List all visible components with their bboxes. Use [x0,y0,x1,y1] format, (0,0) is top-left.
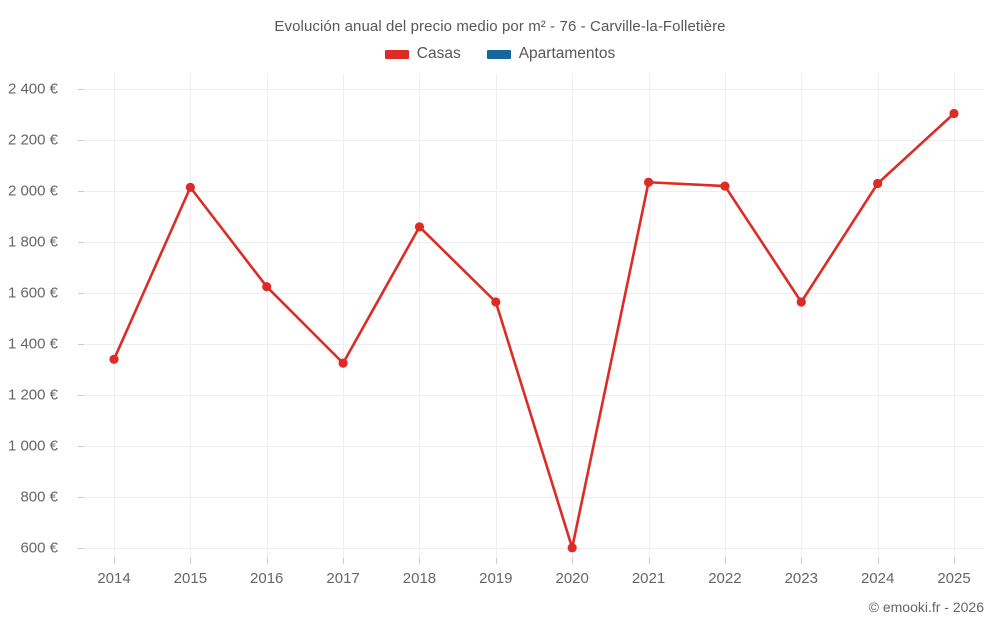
x-axis-tick-label: 2020 [555,570,589,587]
y-axis-tick-label: 1 200 € [7,386,58,404]
series-line-casas [112,112,956,550]
y-tick-mark [78,140,84,142]
gridline-vertical [266,74,268,558]
data-point[interactable] [185,182,195,192]
gridline-horizontal [84,89,984,91]
y-tick-mark [78,496,84,498]
gridline-horizontal [84,445,984,447]
chart-title: Evolución anual del precio medio por m² … [274,18,726,35]
x-axis-tick-label: 2023 [784,570,818,587]
y-tick-mark [78,344,84,346]
gridline-horizontal [84,242,984,244]
y-axis-tick-label: 1 000 € [7,437,58,455]
legend-swatch-casas [384,49,409,59]
x-tick-mark [190,558,192,564]
y-axis-tick-label: 1 400 € [7,335,58,353]
data-point[interactable] [109,354,119,364]
data-point[interactable] [338,358,348,368]
data-point[interactable] [643,177,654,187]
footer-credit: © emooki.fr - 2026 [868,599,984,615]
gridline-vertical [877,74,879,558]
data-point[interactable] [414,222,425,232]
x-tick-mark [343,558,345,564]
y-axis-tick-label: 800 € [20,488,58,506]
gridline-horizontal [84,344,984,346]
data-point[interactable] [796,297,806,307]
x-axis-tick-label: 2018 [402,570,437,587]
series-layer [109,108,959,553]
data-point[interactable] [949,108,959,119]
x-tick-mark [724,558,726,564]
data-point[interactable] [567,543,577,553]
y-axis-tick-label: 600 € [20,539,58,557]
gridline-horizontal [84,496,984,498]
x-axis-tick-label: 2016 [250,570,284,587]
legend-label-casas: Casas [416,45,461,62]
legend-item-casas[interactable]: Casas [384,45,461,63]
gridline-vertical [954,74,955,558]
x-tick-mark [419,558,421,564]
legend-item-apartamentos[interactable]: Apartamentos [486,45,616,63]
legend-label-apartamentos: Apartamentos [518,45,616,62]
y-tick-mark [78,89,84,91]
y-tick-mark [78,191,84,193]
x-axis-tick-label: 2015 [173,570,208,587]
x-tick-mark [266,558,268,564]
gridline-horizontal [84,293,984,295]
chart-legend: Casas Apartamentos [0,45,1000,63]
gridline-horizontal [84,394,984,396]
y-tick-mark [78,394,84,396]
gridline-vertical [724,74,726,558]
x-axis-tick-label: 2019 [479,570,513,587]
x-tick-mark [572,558,574,564]
gridline-vertical [190,74,192,558]
y-axis-tick-label: 2 200 € [7,131,58,149]
x-tick-mark [495,558,497,564]
x-axis-tick-label: 2014 [97,570,131,587]
x-axis-tick-label: 2025 [937,570,971,587]
gridline-vertical [419,74,421,558]
gridline-horizontal [84,547,984,549]
gridline-horizontal [84,191,984,193]
data-point[interactable] [873,178,883,189]
gridline-vertical [343,74,345,558]
x-axis-tick-label: 2021 [631,570,666,587]
x-tick-mark [877,558,879,564]
data-point[interactable] [720,181,730,191]
x-tick-mark [954,558,955,564]
x-tick-mark [648,558,650,564]
x-axis-tick-label: 2017 [326,570,360,587]
y-axis-tick-label: 2 400 € [7,80,58,98]
y-axis-tick-label: 2 000 € [7,182,58,200]
gridline-vertical [648,74,650,558]
data-point[interactable] [491,297,501,307]
y-tick-mark [78,242,84,244]
gridline-vertical [495,74,497,558]
gridline-vertical [801,74,803,558]
y-axis-tick-label: 1 600 € [7,284,58,302]
x-tick-mark [801,558,803,564]
x-axis-tick-label: 2024 [860,570,895,587]
plot-area: 600 € 800 € 1 000 € 1 200 € 1 400 € 1 600 € 1 … [8,74,984,587]
gridline-vertical [572,74,574,558]
x-axis-tick-label: 2022 [708,570,742,587]
y-axis-tick-label: 1 800 € [7,233,58,251]
y-tick-mark [78,547,84,549]
gridline-horizontal [84,140,984,142]
gridline-vertical [114,74,115,558]
y-tick-mark [78,293,84,295]
x-tick-mark [114,558,115,564]
data-point[interactable] [262,282,272,292]
legend-swatch-apartamentos [486,49,511,59]
y-tick-mark [78,445,84,447]
